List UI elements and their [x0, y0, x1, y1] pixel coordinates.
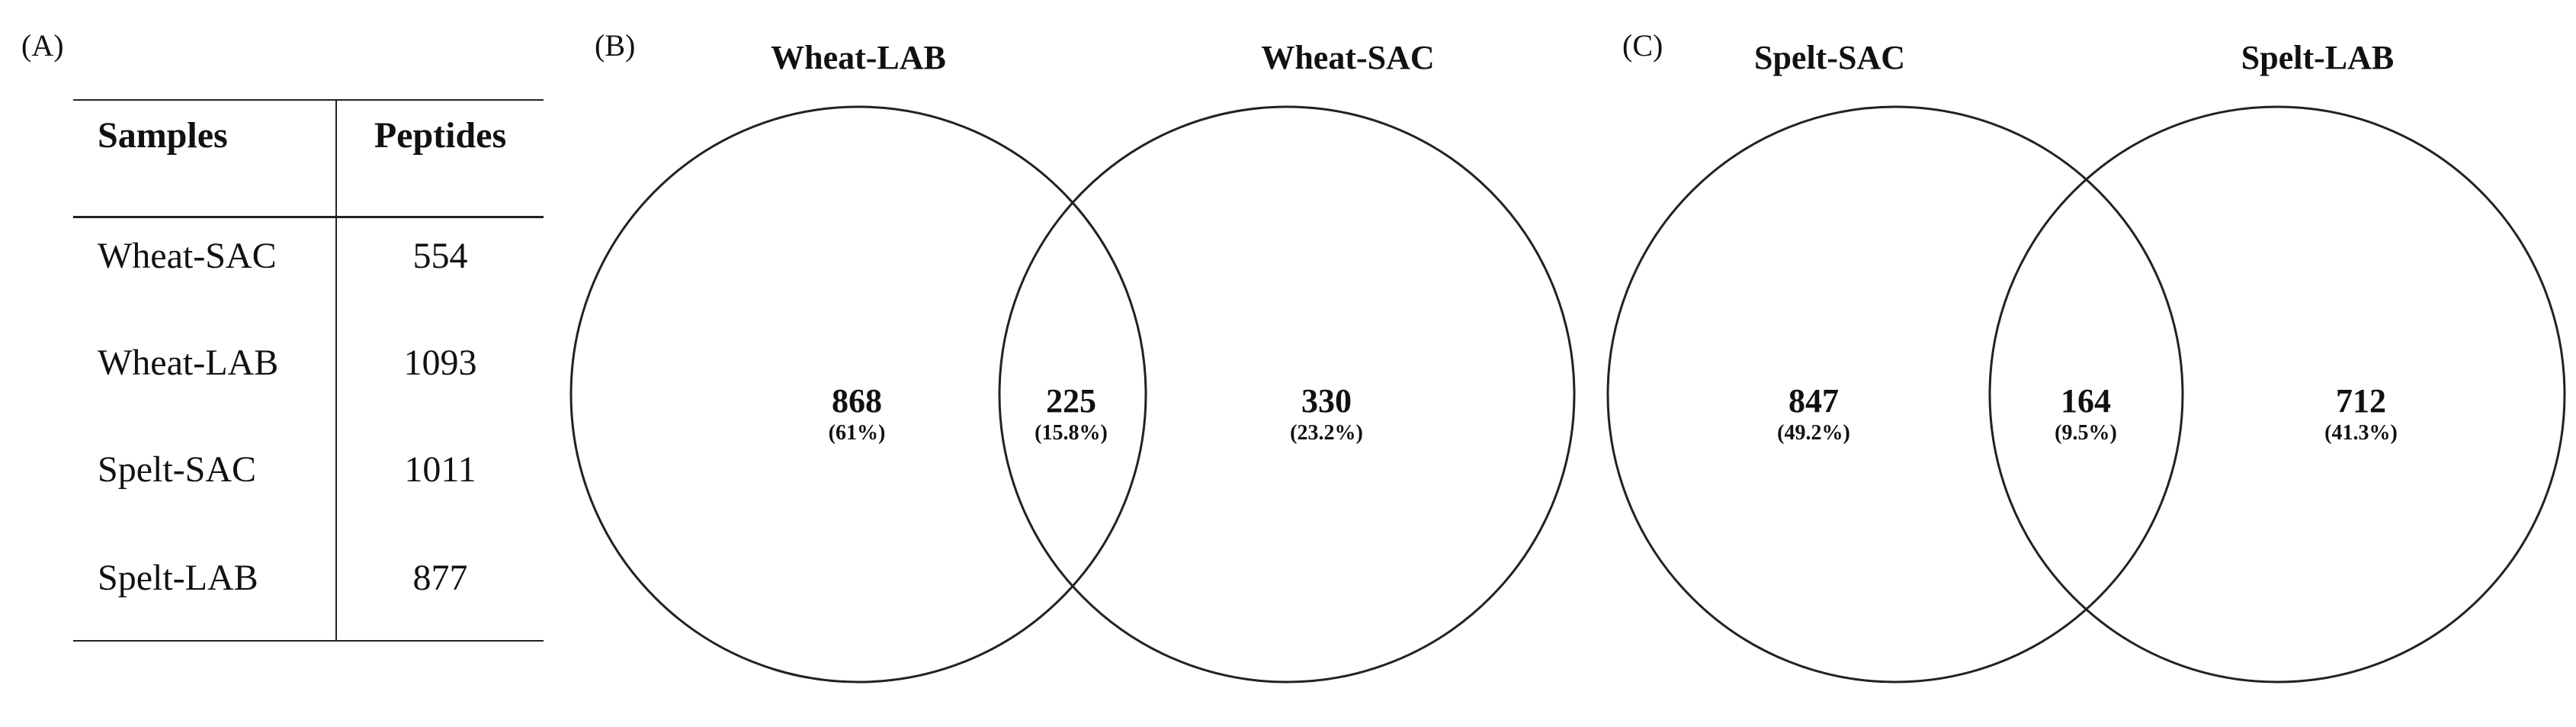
venn-c-left-pct: (49.2%) [1777, 421, 1850, 445]
peptide-table: Samples Peptides Wheat-SAC 554 Wheat-LAB… [73, 99, 544, 642]
venn-c-left-circle [1606, 105, 2184, 684]
venn-c-right-pct: (41.3%) [2324, 421, 2398, 445]
row-sample: Spelt-LAB [98, 558, 258, 598]
venn-b-overlap-pct: (15.8%) [1035, 421, 1108, 445]
venn-b-right-count: 330 [1301, 382, 1352, 420]
venn-b: Wheat-LAB Wheat-SAC 868 (61%) 225 (15.8%… [569, 39, 1576, 684]
row-peptides: 1093 [403, 343, 477, 383]
table-bottom-rule [73, 640, 544, 642]
row-peptides: 554 [412, 236, 468, 276]
table-header-rule [73, 216, 544, 218]
venn-c-right-count: 712 [2336, 382, 2386, 420]
venn-b-overlap-count: 225 [1046, 382, 1096, 420]
panel-label-b: (B) [595, 28, 636, 63]
venn-b-right-circle [998, 105, 1576, 684]
row-peptides: 877 [412, 558, 468, 598]
row-sample: Wheat-LAB [98, 343, 279, 383]
row-sample: Spelt-SAC [98, 449, 257, 490]
venn-c: Spelt-SAC Spelt-LAB 847 (49.2%) 164 (9.5… [1606, 39, 2566, 684]
venn-c-left-count: 847 [1788, 382, 1839, 420]
header-samples: Samples [98, 115, 228, 156]
venn-b-right-pct: (23.2%) [1290, 421, 1363, 445]
venn-c-right-title: Spelt-LAB [2241, 39, 2394, 76]
row-sample: Wheat-SAC [98, 236, 277, 276]
venn-c-right-circle [1988, 105, 2566, 684]
venn-c-overlap-count: 164 [2061, 382, 2111, 420]
row-peptides: 1011 [404, 449, 476, 490]
table-column-divider [335, 99, 337, 642]
venn-b-left-pct: (61%) [829, 421, 886, 445]
venn-b-left-count: 868 [832, 382, 882, 420]
panel-label-c: (C) [1622, 28, 1663, 63]
venn-b-right-title: Wheat-SAC [1261, 39, 1434, 76]
venn-b-left-title: Wheat-LAB [771, 39, 946, 76]
header-peptides: Peptides [374, 115, 507, 156]
venn-c-left-title: Spelt-SAC [1754, 39, 1905, 76]
panel-label-a: (A) [21, 28, 64, 63]
table-top-rule [73, 99, 544, 101]
venn-c-overlap-pct: (9.5%) [2055, 421, 2117, 445]
venn-b-left-circle [569, 105, 1147, 684]
